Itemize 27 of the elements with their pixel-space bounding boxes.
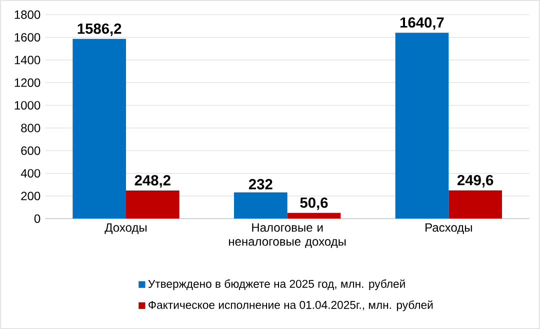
- x-tick-label: Доходы: [104, 223, 147, 234]
- bar: [234, 192, 288, 219]
- data-label: 50,6: [300, 197, 328, 210]
- x-tick-label: Налоговые и неналоговые доходы: [229, 223, 346, 248]
- bar: [287, 212, 341, 219]
- y-tick-label: 0: [34, 214, 40, 223]
- bar: [126, 190, 180, 219]
- y-tick-label: 800: [21, 124, 40, 132]
- bar: [72, 38, 126, 219]
- y-tick-label: 1400: [14, 56, 40, 64]
- y-tick-label: 200: [21, 192, 40, 200]
- bar: [395, 32, 449, 219]
- data-label: 249,6: [457, 174, 494, 188]
- y-tick-label: 600: [21, 146, 40, 155]
- legend-label: Утверждено в бюджете на 2025 год, млн. рублей: [148, 279, 405, 290]
- data-label: 1640,7: [400, 17, 444, 30]
- y-tick-label: 1800: [14, 10, 40, 19]
- bar: [448, 190, 502, 219]
- data-label: 248,2: [134, 174, 170, 188]
- x-tick-label: Расходы: [426, 223, 472, 234]
- y-tick-label: 1000: [14, 100, 40, 110]
- data-label: 1586,2: [78, 23, 122, 36]
- data-label: 232: [248, 178, 272, 190]
- y-tick-label: 1200: [14, 78, 40, 87]
- y-tick-label: 400: [20, 168, 40, 178]
- legend-label: Фактическое исполнение на 01.04.2025г., млн. рублей: [148, 300, 433, 312]
- y-tick-label: 1600: [14, 32, 40, 42]
